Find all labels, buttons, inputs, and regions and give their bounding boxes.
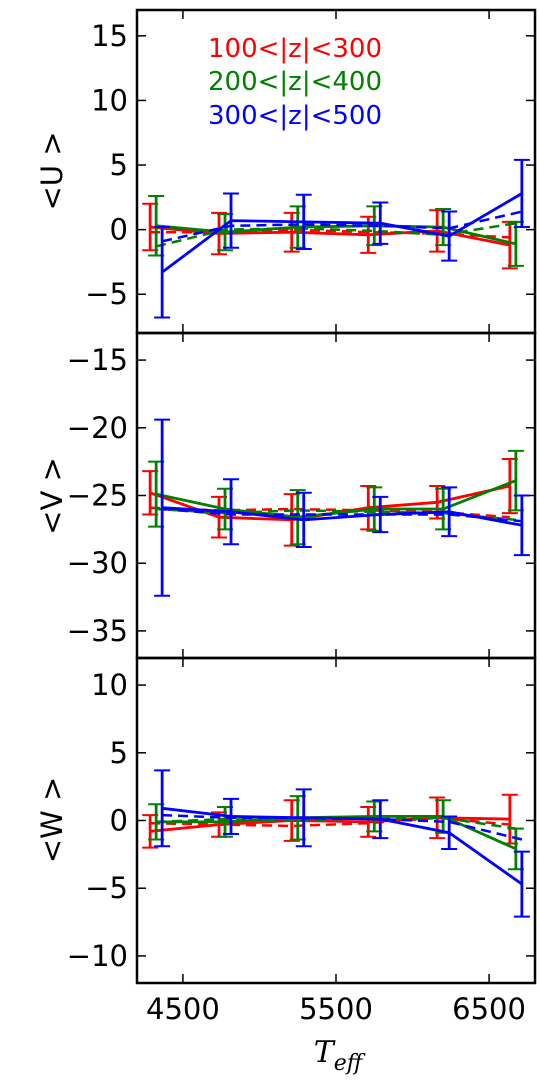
legend-entry: 300<|z|<500 xyxy=(208,101,382,131)
series-dashed-line xyxy=(155,221,517,248)
y-tick-label: 5 xyxy=(110,736,128,770)
y-tick-label: 10 xyxy=(91,83,128,117)
y-tick-label: 10 xyxy=(91,668,128,702)
y-tick-label: −20 xyxy=(67,411,128,445)
y-tick-label: −5 xyxy=(85,871,128,905)
x-axis-label: Teff xyxy=(314,1035,366,1076)
y-axis-label: <V > xyxy=(35,457,69,535)
series-dashed-line xyxy=(161,210,523,243)
y-tick-label: 5 xyxy=(110,148,128,182)
series-line xyxy=(161,806,523,886)
y-tick-label: 0 xyxy=(110,213,128,247)
y-tick-label: −30 xyxy=(67,546,128,580)
y-tick-label: 0 xyxy=(110,804,128,838)
y-tick-label: −25 xyxy=(67,479,128,513)
legend-entry: 200<|z|<400 xyxy=(208,67,382,97)
legend: 100<|z|<300 200<|z|<400 300<|z|<500 xyxy=(208,34,382,131)
series-line xyxy=(155,479,517,519)
panel-frame xyxy=(135,656,537,985)
y-tick-label: −35 xyxy=(67,614,128,648)
y-tick-label: −5 xyxy=(85,277,128,311)
y-axis-label: <W > xyxy=(35,777,69,864)
series-line xyxy=(161,192,523,274)
series-line xyxy=(162,506,523,527)
x-tick-label: 5500 xyxy=(299,992,373,1026)
y-tick-label: −15 xyxy=(67,343,128,377)
y-axis-label: <U > xyxy=(35,131,69,210)
y-tick-label: −10 xyxy=(67,939,128,973)
series-dashed-line xyxy=(162,507,523,523)
series-line xyxy=(155,224,517,246)
x-tick-label: 6500 xyxy=(452,992,526,1026)
y-tick-label: 15 xyxy=(91,19,128,53)
x-tick-label: 4500 xyxy=(146,992,220,1026)
legend-entry: 100<|z|<300 xyxy=(208,34,382,64)
